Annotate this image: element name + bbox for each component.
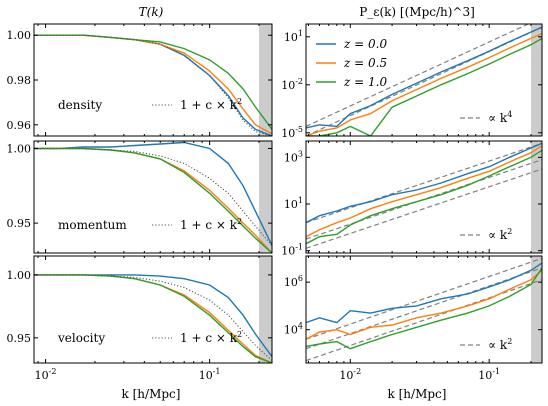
ref-line-0 [306,142,542,224]
axes-frame [305,255,543,364]
series-z1 [34,274,272,363]
ytick-label: 1.00 [7,269,32,282]
ytick-label: 103 [284,149,303,164]
axes-frame [305,140,543,254]
series-z1 [34,147,272,253]
legend-ref-label: ∝ k2 [488,337,512,352]
series-z1 [306,37,542,136]
panel-T-velocity: 1.00 0.95 10-2 10-1 velocity 1 + c × k2 [7,255,273,382]
ref-line-1 [306,267,542,350]
ref-line-2 [306,279,542,362]
xtick-label: 10-2 [35,367,57,382]
annotation-momentum: momentum [58,218,127,232]
ytick-label: 101 [284,29,303,44]
panel-T-momentum: 1.00 0.95 momentum 1 + c × k2 [7,140,273,254]
ref-line-0 [306,257,542,340]
series-z05 [306,145,542,238]
series-z0 [34,141,272,246]
axes-frame [33,255,273,364]
series-z0 [306,26,542,129]
panel-P-momentum: 103 101 10-1 ∝ k2 [281,140,543,258]
legend-fit-label: 1 + c × k2 [180,97,242,112]
series-z0 [34,34,272,136]
series-z05 [306,269,542,340]
annotation-velocity: velocity [57,331,105,345]
shaded-region [259,141,272,253]
legend-label-z1: z = 1.0 [343,75,387,89]
axes-frame [305,23,543,137]
annotation-density: density [58,98,102,112]
legend-ref-label: ∝ k4 [488,110,512,125]
ytick-label: 10-5 [281,125,303,140]
ytick-label: 104 [284,322,303,337]
panel-P-density: 101 10-2 10-5 ∝ k4 z = 0.0 z = 0.5 z = 1.0 [281,23,543,140]
ytick-label: 10-1 [281,243,303,258]
series-z05 [34,274,272,363]
ytick-label: 1.00 [7,29,32,42]
ref-line-0 [306,24,530,127]
series-fit [34,147,272,246]
ref-line-2 [306,168,542,249]
title-left: T(k) [139,5,164,19]
title-right: P_ε(k) [(Mpc/h)^3] [359,5,475,19]
xlabel-left: k [h/Mpc] [122,387,181,401]
xtick-label: 10-1 [199,367,221,382]
ytick-label: 0.95 [7,332,32,345]
xlabel-right: k [h/Mpc] [388,387,447,401]
legend-fit-label: 1 + c × k2 [180,330,242,345]
legend-label-z0: z = 0.0 [343,37,387,51]
series-z05 [34,147,272,253]
series-z1 [34,34,272,130]
series-fit [34,34,272,136]
series-z05 [34,34,272,135]
ytick-label: 0.95 [7,217,32,230]
axes-frame [33,140,273,254]
series-fit [34,274,272,361]
legend-ref-label: ∝ k2 [488,227,512,242]
panel-T-density: 1.00 0.98 0.96 density 1 + c × k2 [7,23,273,137]
legend-label-z05: z = 0.5 [343,56,387,70]
shaded-region [259,256,272,363]
ytick-label: 106 [284,274,303,289]
ytick-label: 1.00 [7,142,32,155]
shaded-region [531,24,542,136]
series-z05 [306,32,542,136]
ytick-label: 101 [284,196,303,211]
shaded-region [531,256,542,363]
series-z0 [306,142,542,224]
series-z0 [306,262,542,324]
xtick-label: 10-1 [478,367,500,382]
series-z1 [306,267,542,350]
series-z1 [306,149,542,245]
legend-fit-label: 1 + c × k2 [180,217,242,232]
xtick-label: 10-2 [339,367,361,382]
panel-P-velocity: 106 104 10-2 10-1 ∝ k2 [284,255,543,382]
ytick-label: 0.98 [7,74,32,87]
shaded-region [531,141,542,253]
ytick-label: 10-2 [281,77,303,92]
ytick-label: 0.96 [7,119,32,132]
shaded-region [259,24,272,136]
